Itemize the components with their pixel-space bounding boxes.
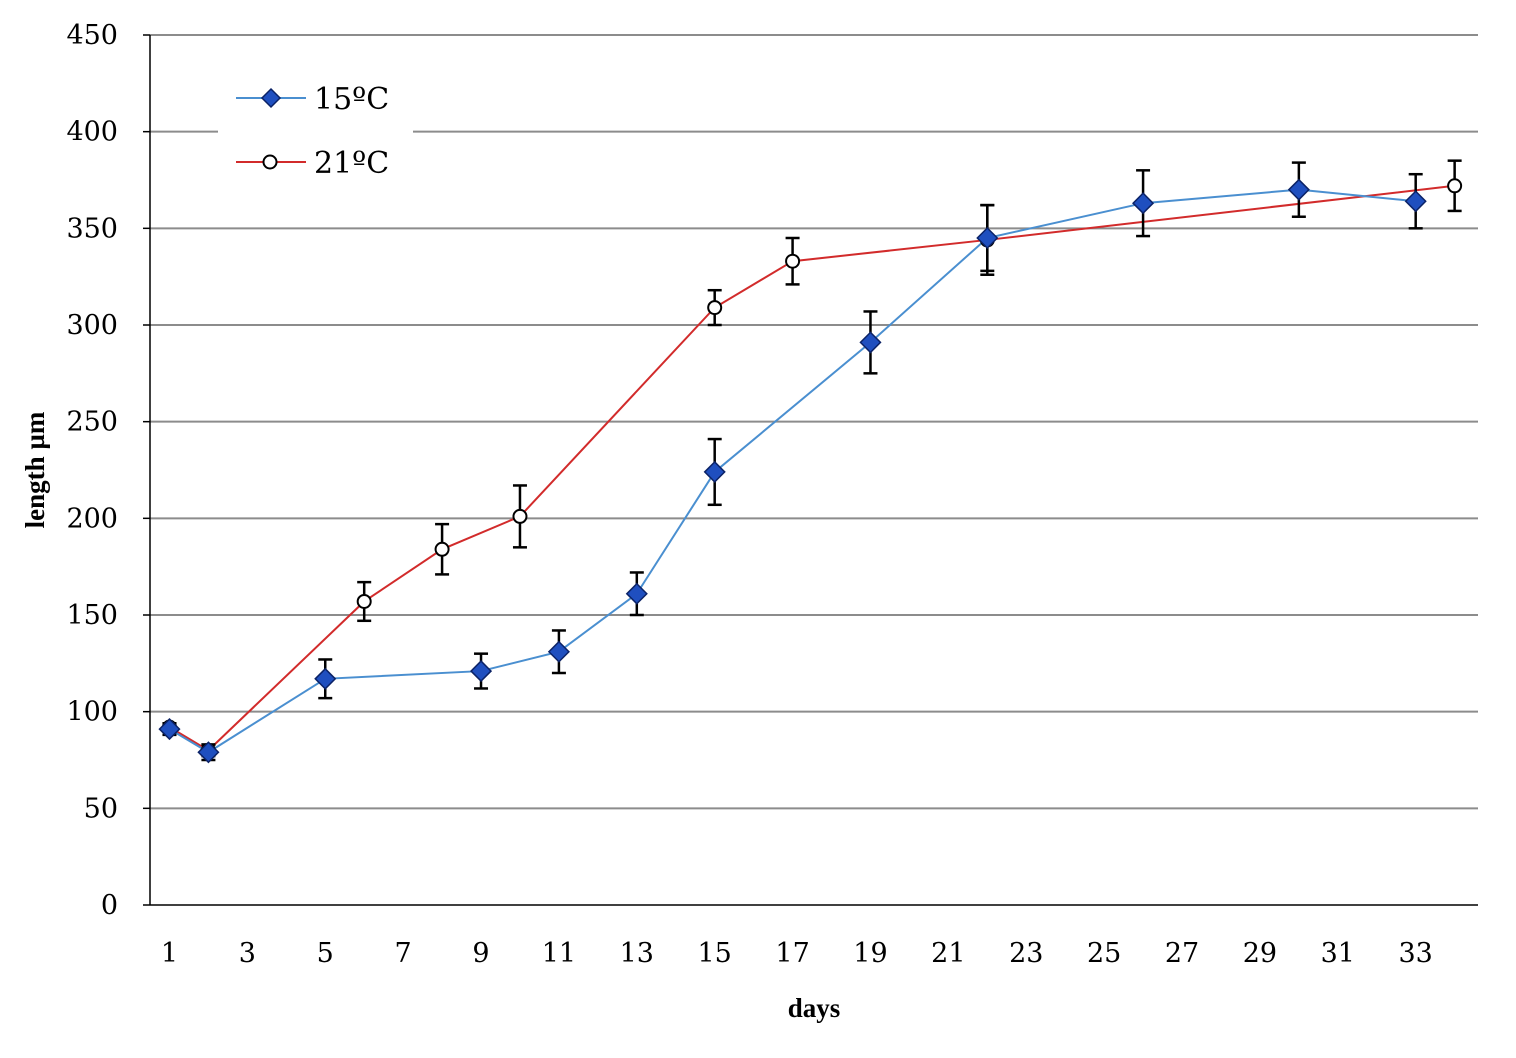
y-tick-label: 350	[66, 213, 118, 244]
y-tick-label: 50	[84, 793, 118, 824]
y-tick-label: 0	[101, 890, 118, 921]
series-1-points	[161, 159, 1463, 758]
legend-label-21: 21ºC	[314, 146, 389, 181]
series-line	[168, 184, 1455, 752]
data-point-circle	[512, 508, 528, 524]
y-tick-label: 450	[66, 20, 118, 51]
x-tick-label: 1	[161, 938, 178, 969]
y-tick-label: 250	[66, 407, 118, 438]
data-point-circle	[434, 541, 450, 557]
y-tick-label: 150	[66, 600, 118, 631]
data-point-diamond	[314, 667, 337, 690]
data-point-circle	[785, 253, 801, 269]
x-tick-labels: 1 3 5 7 9 11 13 15 17 19 21 23 25 27 29 31 33	[161, 938, 1433, 969]
data-point-diamond	[976, 226, 999, 250]
grid-lines	[150, 34, 1478, 810]
data-point-circle	[707, 300, 723, 316]
series-1	[168, 184, 1455, 752]
x-tick-label: 5	[317, 938, 334, 969]
series-0	[168, 188, 1416, 754]
y-tick-labels: 0 50 100 150 200 250 300 350 400 450	[66, 20, 150, 921]
x-tick-label: 31	[1321, 938, 1355, 969]
x-axis-title: days	[788, 993, 841, 1023]
data-point-diamond	[625, 582, 648, 605]
data-point-diamond	[703, 460, 726, 483]
data-point-diamond	[1404, 190, 1427, 213]
data-point-diamond	[547, 640, 570, 663]
x-tick-label: 9	[472, 938, 489, 969]
data-point-circle	[1447, 178, 1463, 194]
axes	[149, 35, 1478, 906]
data-point-diamond	[1287, 178, 1310, 201]
data-point-diamond	[859, 331, 882, 354]
data-point-diamond	[197, 741, 220, 764]
x-tick-label: 27	[1165, 938, 1199, 969]
series-0-points	[158, 161, 1427, 764]
series	[158, 159, 1463, 764]
legend-marker-15	[260, 87, 282, 109]
series-line	[168, 188, 1416, 754]
x-tick-label: 23	[1009, 938, 1043, 969]
x-tick-label: 13	[620, 938, 654, 969]
data-point-diamond	[158, 718, 181, 741]
y-tick-label: 200	[66, 503, 118, 534]
x-tick-label: 11	[542, 938, 576, 969]
x-tick-label: 29	[1243, 938, 1277, 969]
x-tick-label: 15	[698, 938, 732, 969]
x-tick-label: 25	[1087, 938, 1121, 969]
x-tick-label: 17	[775, 938, 809, 969]
data-point-circle	[356, 593, 372, 609]
y-tick-label: 100	[66, 697, 118, 728]
x-tick-label: 7	[395, 938, 412, 969]
y-tick-label: 400	[66, 117, 118, 148]
y-tick-label: 300	[66, 310, 118, 341]
data-point-diamond	[1132, 192, 1155, 215]
x-tick-label: 19	[853, 938, 887, 969]
x-tick-label: 21	[931, 938, 965, 969]
x-tick-label: 3	[239, 938, 256, 969]
legend-background	[218, 64, 413, 192]
x-tick-label: 33	[1399, 938, 1433, 969]
legend-label-15: 15ºC	[314, 82, 389, 117]
y-axis-title: length µm	[20, 411, 50, 528]
legend: 15ºC 21ºC	[218, 64, 413, 192]
legend-marker-21	[262, 154, 278, 170]
data-point-diamond	[469, 660, 493, 683]
